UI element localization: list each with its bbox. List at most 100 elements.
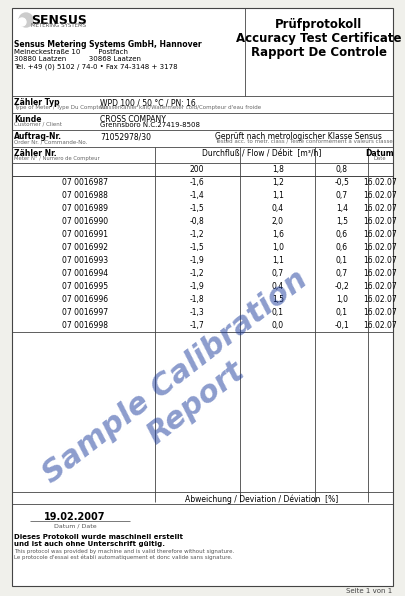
Text: 30880 Laatzen          30868 Laatzen: 30880 Laatzen 30868 Laatzen xyxy=(14,56,141,62)
Text: 0,0: 0,0 xyxy=(272,321,284,330)
Text: Date: Date xyxy=(374,156,386,161)
Text: Sample Calibration
Report: Sample Calibration Report xyxy=(37,265,333,516)
Text: Auftrag-Nr.: Auftrag-Nr. xyxy=(14,132,62,141)
Text: 1,6: 1,6 xyxy=(272,230,284,239)
Text: -1,7: -1,7 xyxy=(190,321,205,330)
Text: 16.02.07: 16.02.07 xyxy=(363,178,397,187)
Text: 07 0016997: 07 0016997 xyxy=(62,308,108,317)
Text: 07 0016998: 07 0016998 xyxy=(62,321,108,330)
Text: 07 0016988: 07 0016988 xyxy=(62,191,108,200)
Text: Type of Meter / Type Du Compteur: Type of Meter / Type Du Compteur xyxy=(14,105,108,110)
Text: 07 0016993: 07 0016993 xyxy=(62,256,108,265)
Text: 0,4: 0,4 xyxy=(272,204,284,213)
Text: -1,2: -1,2 xyxy=(190,230,204,239)
Text: 16.02.07: 16.02.07 xyxy=(363,321,397,330)
Text: 16.02.07: 16.02.07 xyxy=(363,295,397,304)
Text: 71052978/30: 71052978/30 xyxy=(100,132,151,141)
Text: -1,9: -1,9 xyxy=(190,282,205,291)
Text: 16.02.07: 16.02.07 xyxy=(363,308,397,317)
Text: 07 0016995: 07 0016995 xyxy=(62,282,108,291)
Text: 1,1: 1,1 xyxy=(272,256,284,265)
Text: Durchfluß / Flow / Débit  [m³/h]: Durchfluß / Flow / Débit [m³/h] xyxy=(202,149,321,158)
Text: Tel. +49 (0) 5102 / 74-0 • Fax 74-3148 + 3178: Tel. +49 (0) 5102 / 74-0 • Fax 74-3148 +… xyxy=(14,63,178,70)
Text: 1,4: 1,4 xyxy=(336,204,348,213)
Text: 0,6: 0,6 xyxy=(336,230,348,239)
Text: Meineckestraße 10        Postfach: Meineckestraße 10 Postfach xyxy=(14,49,128,55)
Text: -1,5: -1,5 xyxy=(190,243,205,252)
Text: 07 0016989: 07 0016989 xyxy=(62,204,108,213)
Text: 07 0016994: 07 0016994 xyxy=(62,269,108,278)
Text: 1,2: 1,2 xyxy=(272,178,284,187)
Text: 16.02.07: 16.02.07 xyxy=(363,269,397,278)
Text: 07 0016991: 07 0016991 xyxy=(62,230,108,239)
Text: Wasserkähler kalt/Watermeter cold/Compteur d'eau froide: Wasserkähler kalt/Watermeter cold/Compte… xyxy=(100,105,261,110)
Text: 16.02.07: 16.02.07 xyxy=(363,217,397,226)
Text: -1,3: -1,3 xyxy=(190,308,205,317)
Text: METERING SYSTEMS: METERING SYSTEMS xyxy=(31,23,86,28)
Circle shape xyxy=(19,13,33,27)
Text: Zähler Nr.: Zähler Nr. xyxy=(14,149,57,158)
Text: 1,8: 1,8 xyxy=(272,165,284,174)
Text: 0,1: 0,1 xyxy=(272,308,284,317)
Text: Grennsboro N.C.27419-8508: Grennsboro N.C.27419-8508 xyxy=(100,122,200,128)
Text: -1,2: -1,2 xyxy=(190,269,204,278)
Text: 1,1: 1,1 xyxy=(272,191,284,200)
Text: 1,5: 1,5 xyxy=(336,217,348,226)
Text: 0,1: 0,1 xyxy=(336,308,348,317)
Text: 1,5: 1,5 xyxy=(272,295,284,304)
Text: Datum: Datum xyxy=(366,149,394,158)
Text: 19.02.2007: 19.02.2007 xyxy=(44,512,106,522)
Text: Zähler Typ: Zähler Typ xyxy=(14,98,60,107)
Text: -1,8: -1,8 xyxy=(190,295,204,304)
Text: 07 0016996: 07 0016996 xyxy=(62,295,108,304)
Text: Prüfprotokoll: Prüfprotokoll xyxy=(275,18,362,31)
Text: Sensus Metering Systems GmbH, Hannover: Sensus Metering Systems GmbH, Hannover xyxy=(14,40,202,49)
Text: Accuracy Test Certificate: Accuracy Test Certificate xyxy=(236,32,402,45)
Text: 0,4: 0,4 xyxy=(272,282,284,291)
Text: WPD 100 / 50 °C / PN: 16: WPD 100 / 50 °C / PN: 16 xyxy=(100,98,196,107)
Text: 0,8: 0,8 xyxy=(336,165,348,174)
Text: This protocol was provided by machine and is valid therefore without signature.: This protocol was provided by machine an… xyxy=(14,549,234,554)
Text: 07 0016990: 07 0016990 xyxy=(62,217,108,226)
Text: 16.02.07: 16.02.07 xyxy=(363,282,397,291)
Text: Kunde: Kunde xyxy=(14,115,41,124)
Text: -0,1: -0,1 xyxy=(335,321,350,330)
Text: 16.02.07: 16.02.07 xyxy=(363,191,397,200)
Text: -1,4: -1,4 xyxy=(190,191,205,200)
Text: 16.02.07: 16.02.07 xyxy=(363,256,397,265)
Text: 0,1: 0,1 xyxy=(336,256,348,265)
Text: 07 0016992: 07 0016992 xyxy=(62,243,108,252)
Text: -1,6: -1,6 xyxy=(190,178,205,187)
Text: Dieses Protokoll wurde maschinell erstellt: Dieses Protokoll wurde maschinell erstel… xyxy=(14,534,183,540)
Text: 16.02.07: 16.02.07 xyxy=(363,204,397,213)
Text: 16.02.07: 16.02.07 xyxy=(363,243,397,252)
Text: 0,7: 0,7 xyxy=(336,269,348,278)
Text: 0,7: 0,7 xyxy=(272,269,284,278)
Text: 2,0: 2,0 xyxy=(272,217,284,226)
Text: 1,0: 1,0 xyxy=(336,295,348,304)
Text: CROSS COMPANY: CROSS COMPANY xyxy=(100,115,166,124)
Text: -1,9: -1,9 xyxy=(190,256,205,265)
Text: -0,8: -0,8 xyxy=(190,217,205,226)
Text: Le protocole d'essai est établi automatiquement et donc valide sans signature.: Le protocole d'essai est établi automati… xyxy=(14,555,232,560)
Text: Datum / Date: Datum / Date xyxy=(54,523,96,528)
Text: 0,7: 0,7 xyxy=(336,191,348,200)
Text: Tested acc. to metr. class / Testé conformément à valeurs classe: Tested acc. to metr. class / Testé confo… xyxy=(215,139,393,144)
Text: -0,5: -0,5 xyxy=(335,178,350,187)
Text: und ist auch ohne Unterschrift gültig.: und ist auch ohne Unterschrift gültig. xyxy=(14,541,165,547)
Circle shape xyxy=(18,18,26,26)
Text: 16.02.07: 16.02.07 xyxy=(363,230,397,239)
Text: 1,0: 1,0 xyxy=(272,243,284,252)
Text: SENSUS: SENSUS xyxy=(31,14,87,27)
Text: Abweichung / Deviation / Déviation  [%]: Abweichung / Deviation / Déviation [%] xyxy=(185,494,339,504)
Text: 0,6: 0,6 xyxy=(336,243,348,252)
Text: -0,2: -0,2 xyxy=(335,282,350,291)
Text: Seite 1 von 1: Seite 1 von 1 xyxy=(346,588,392,594)
Text: 07 0016987: 07 0016987 xyxy=(62,178,108,187)
Text: Customer / Client: Customer / Client xyxy=(14,122,62,127)
Text: 200: 200 xyxy=(190,165,204,174)
Text: Geprüft nach metrologischer Klasse Sensus: Geprüft nach metrologischer Klasse Sensu… xyxy=(215,132,382,141)
Text: Meter N° / Numero de Compteur: Meter N° / Numero de Compteur xyxy=(14,156,100,161)
Text: -1,5: -1,5 xyxy=(190,204,205,213)
Text: Rapport De Controle: Rapport De Controle xyxy=(251,46,387,59)
